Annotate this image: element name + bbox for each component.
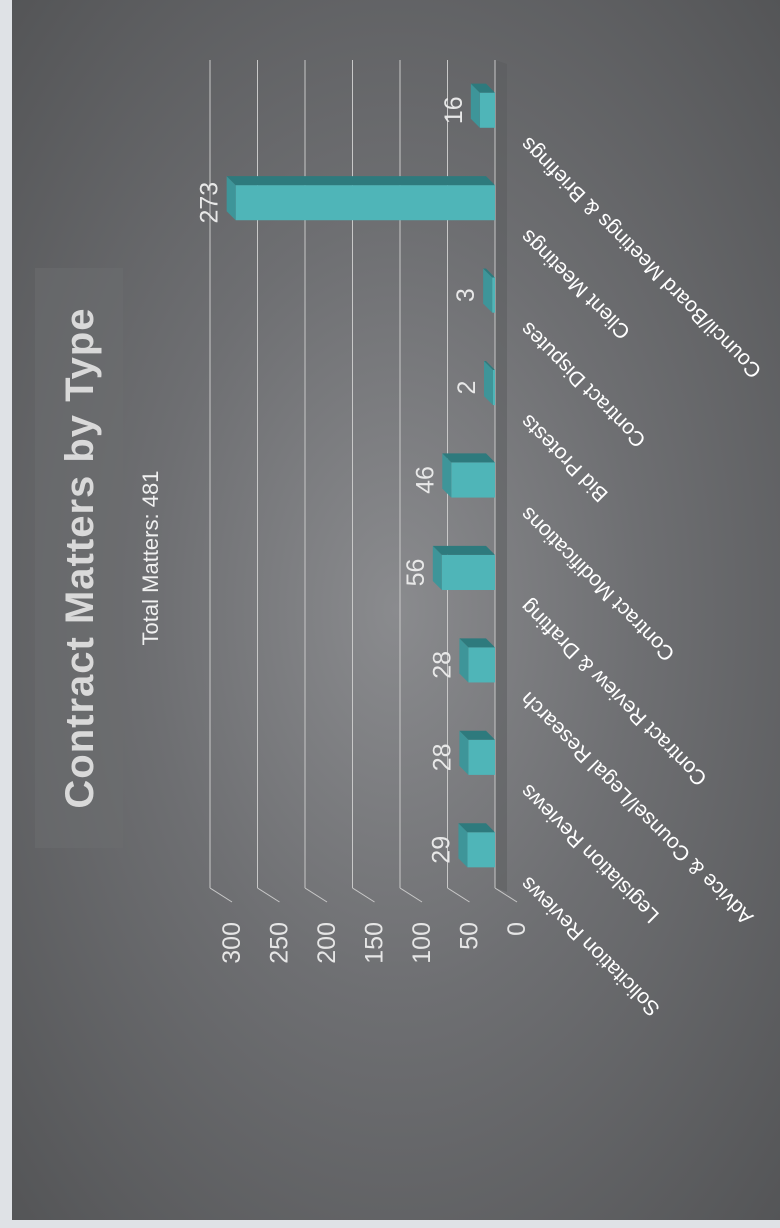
bar-side	[432, 545, 495, 555]
gridline-depth	[352, 887, 375, 903]
y-tick-label: 50	[456, 922, 484, 950]
bar-side	[226, 176, 495, 186]
y-tick-label: 150	[361, 922, 389, 964]
bar-front	[451, 462, 495, 498]
bar-front	[468, 647, 495, 683]
chart-frame: Contract Matters by Type Total Matters: …	[12, 0, 780, 1220]
bar-side	[470, 83, 495, 93]
bar-top	[484, 360, 493, 406]
bar-front	[468, 739, 495, 775]
bar-side	[459, 638, 495, 648]
gridline-depth	[494, 887, 518, 903]
bar-side	[442, 453, 495, 463]
bar-side	[458, 823, 495, 833]
bar-top	[483, 268, 493, 313]
bar	[483, 268, 495, 313]
bar-front	[479, 92, 495, 128]
data-label: 46	[411, 466, 439, 494]
bar	[458, 823, 496, 868]
bar-top	[442, 453, 452, 498]
bar-top	[459, 638, 469, 683]
chart-floor	[495, 60, 507, 892]
data-label: 16	[440, 96, 468, 124]
bar-side	[459, 730, 495, 740]
y-tick-label: 100	[408, 922, 436, 964]
y-tick-label: 200	[313, 922, 341, 964]
category-label: Contract Review & Drafting	[516, 595, 711, 790]
category-label: Contract Modifications	[516, 502, 679, 665]
y-tick-label: 250	[266, 922, 294, 964]
bar	[226, 176, 495, 221]
data-label: 3	[452, 288, 480, 302]
gridline-depth	[304, 887, 328, 903]
bar	[484, 360, 495, 406]
bar	[432, 545, 495, 591]
bar	[442, 453, 495, 498]
bar-side	[483, 268, 495, 278]
bar-top	[432, 545, 442, 591]
bar-top	[470, 83, 480, 128]
gridline-depth	[399, 887, 423, 903]
category-label: Bid Protests	[516, 410, 612, 506]
bar-top	[459, 730, 469, 775]
bar-front	[492, 277, 495, 313]
data-label: 56	[402, 559, 430, 587]
contract-matters-chart: Contract Matters by Type Total Matters: …	[35, 60, 766, 1020]
bar-front	[441, 554, 495, 591]
y-tick-label: 300	[218, 922, 246, 964]
y-tick-label: 0	[503, 922, 531, 936]
bar-front	[467, 832, 496, 868]
data-label: 28	[428, 651, 456, 679]
bar-front	[235, 185, 495, 221]
bar-top	[226, 176, 236, 221]
bar	[459, 638, 495, 683]
gridline-depth	[447, 887, 470, 903]
chart-title: Contract Matters by Type	[58, 307, 102, 808]
chart-subtitle: Total Matters: 481	[138, 471, 163, 646]
bar-side	[484, 360, 495, 370]
data-label: 29	[427, 836, 455, 864]
bar	[459, 730, 495, 775]
gridline-depth	[257, 887, 280, 903]
data-label: 28	[428, 743, 456, 771]
bar-front	[493, 369, 495, 406]
gridline-depth	[209, 887, 233, 903]
data-label: 273	[196, 182, 224, 224]
title-panel	[35, 268, 123, 848]
bar-top	[458, 823, 468, 868]
data-label: 2	[453, 381, 481, 395]
bar	[470, 83, 495, 128]
